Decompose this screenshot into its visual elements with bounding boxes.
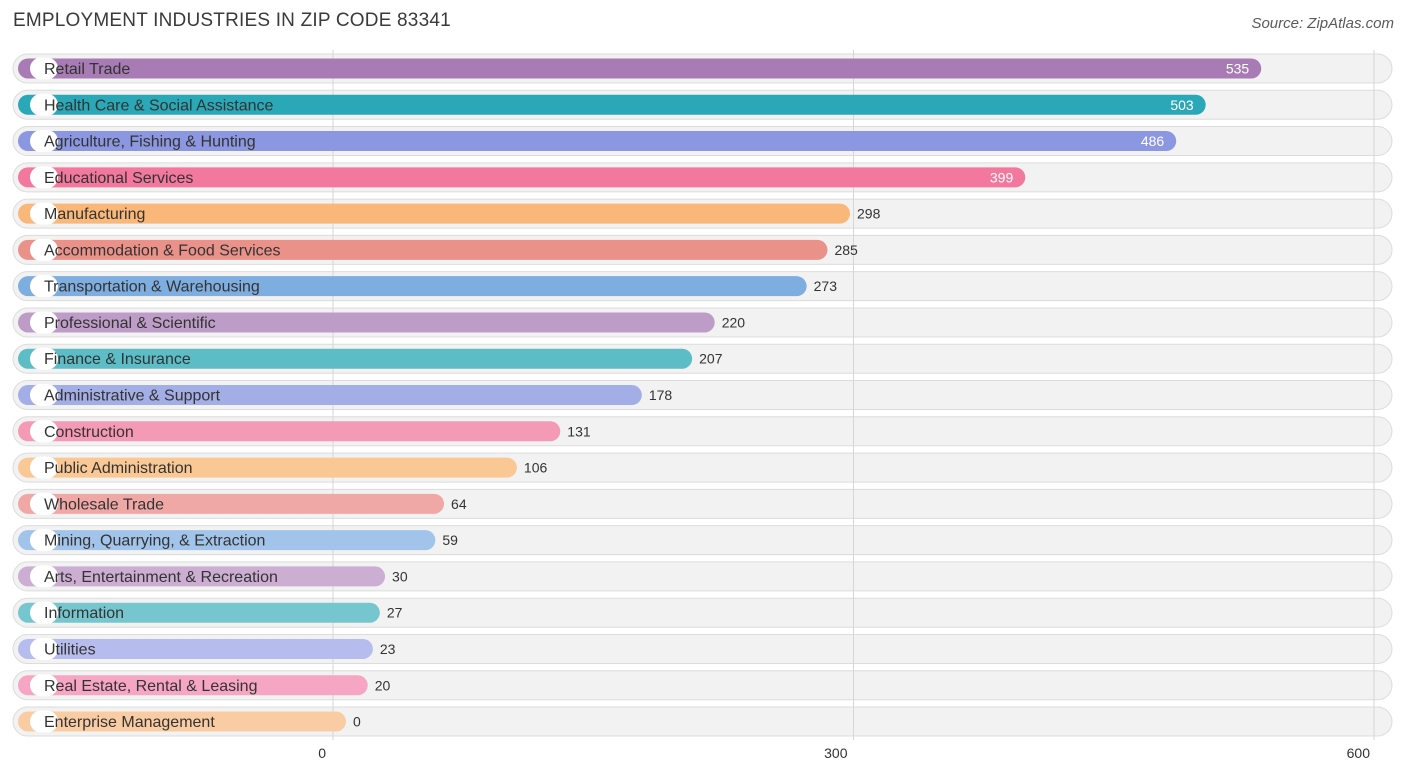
bar-category-label: Health Care & Social Assistance	[44, 97, 274, 114]
bar-label-background	[30, 275, 58, 298]
chart-source: Source: ZipAtlas.com	[1251, 15, 1394, 32]
bar-category-label: Real Estate, Rental & Leasing	[44, 678, 257, 695]
bar-label-background	[30, 238, 58, 261]
bar	[18, 675, 368, 696]
bar-label-background	[30, 202, 58, 225]
bar-category-label: Arts, Entertainment & Recreation	[44, 569, 278, 586]
bar-value-label: 20	[375, 677, 391, 693]
bar-category-label: Mining, Quarrying, & Extraction	[44, 533, 265, 550]
bar	[18, 203, 851, 224]
bar-category-label: Agriculture, Fishing & Hunting	[44, 134, 256, 151]
bar-category-label: Manufacturing	[44, 206, 145, 223]
bar-label-background	[30, 311, 58, 334]
bar-value-label: 220	[722, 314, 746, 330]
bar	[18, 493, 445, 514]
x-tick-label: 600	[1347, 745, 1371, 761]
bar-label-background	[30, 57, 58, 80]
bar	[18, 566, 386, 587]
bar-value-label: 486	[1141, 133, 1165, 149]
bar	[18, 58, 1262, 79]
bar-value-label: 273	[814, 278, 838, 294]
bar	[18, 530, 436, 551]
bar-label-background	[30, 637, 58, 660]
bars: Retail Trade 535 Health Care & Social Assi…	[18, 57, 1262, 733]
bar-category-label: Public Administration	[44, 460, 193, 477]
bar-label-background	[30, 492, 58, 515]
bar-label-background	[30, 710, 58, 733]
bar	[18, 711, 346, 732]
bar	[18, 638, 373, 659]
bar-label-background	[30, 565, 58, 588]
x-tick-label: 300	[824, 745, 848, 761]
bar-category-label: Construction	[44, 424, 134, 441]
bar-value-label: 207	[699, 351, 723, 367]
bar-value-label: 0	[353, 714, 361, 730]
bar-value-label: 27	[387, 605, 403, 621]
bar-category-label: Administrative & Support	[44, 388, 221, 405]
bar	[18, 457, 517, 478]
bar-value-label: 503	[1170, 97, 1194, 113]
bar-label-background	[30, 601, 58, 624]
x-axis: 0 300 600	[318, 745, 1370, 761]
bar-value-label: 131	[567, 423, 591, 439]
bar-category-label: Transportation & Warehousing	[44, 279, 260, 296]
bar	[18, 94, 1206, 115]
bar-category-label: Professional & Scientific	[44, 315, 216, 332]
bar	[18, 312, 715, 333]
bar	[18, 239, 828, 260]
bar-value-label: 64	[451, 496, 467, 512]
row-background	[12, 706, 1393, 737]
bar-value-label: 285	[834, 242, 858, 258]
bar-label-background	[30, 130, 58, 153]
bar-category-label: Utilities	[44, 641, 96, 658]
bar-category-label: Finance & Insurance	[44, 351, 191, 368]
bar-category-label: Information	[44, 605, 124, 622]
bar-label-background	[30, 384, 58, 407]
bar	[18, 602, 380, 623]
bar-label-background	[30, 674, 58, 697]
bar-label-background	[30, 456, 58, 479]
x-tick-label: 0	[318, 745, 326, 761]
bar-label-background	[30, 529, 58, 552]
bar	[18, 385, 642, 406]
bar-category-label: Retail Trade	[44, 61, 130, 78]
bar-value-label: 298	[857, 206, 881, 222]
bar-value-label: 59	[442, 532, 458, 548]
bar-category-label: Wholesale Trade	[44, 496, 164, 513]
bar-value-label: 535	[1226, 61, 1250, 77]
bar-category-label: Enterprise Management	[44, 714, 215, 731]
bar-value-label: 23	[380, 641, 396, 657]
bar-label-background	[30, 347, 58, 370]
chart-title: EMPLOYMENT INDUSTRIES IN ZIP CODE 83341	[13, 10, 451, 31]
bar-value-label: 178	[649, 387, 673, 403]
bar	[18, 167, 1026, 188]
bar	[18, 131, 1177, 152]
bar	[18, 276, 807, 297]
bar-category-label: Accommodation & Food Services	[44, 242, 281, 259]
bar-value-label: 30	[392, 568, 408, 584]
bar-label-background	[30, 93, 58, 116]
bar-label-background	[30, 166, 58, 189]
bar	[18, 348, 693, 369]
bar-category-label: Educational Services	[44, 170, 193, 187]
bar-value-label: 399	[990, 169, 1014, 185]
bar	[18, 421, 561, 442]
bar-value-label: 106	[524, 460, 548, 476]
bar-label-background	[30, 420, 58, 443]
